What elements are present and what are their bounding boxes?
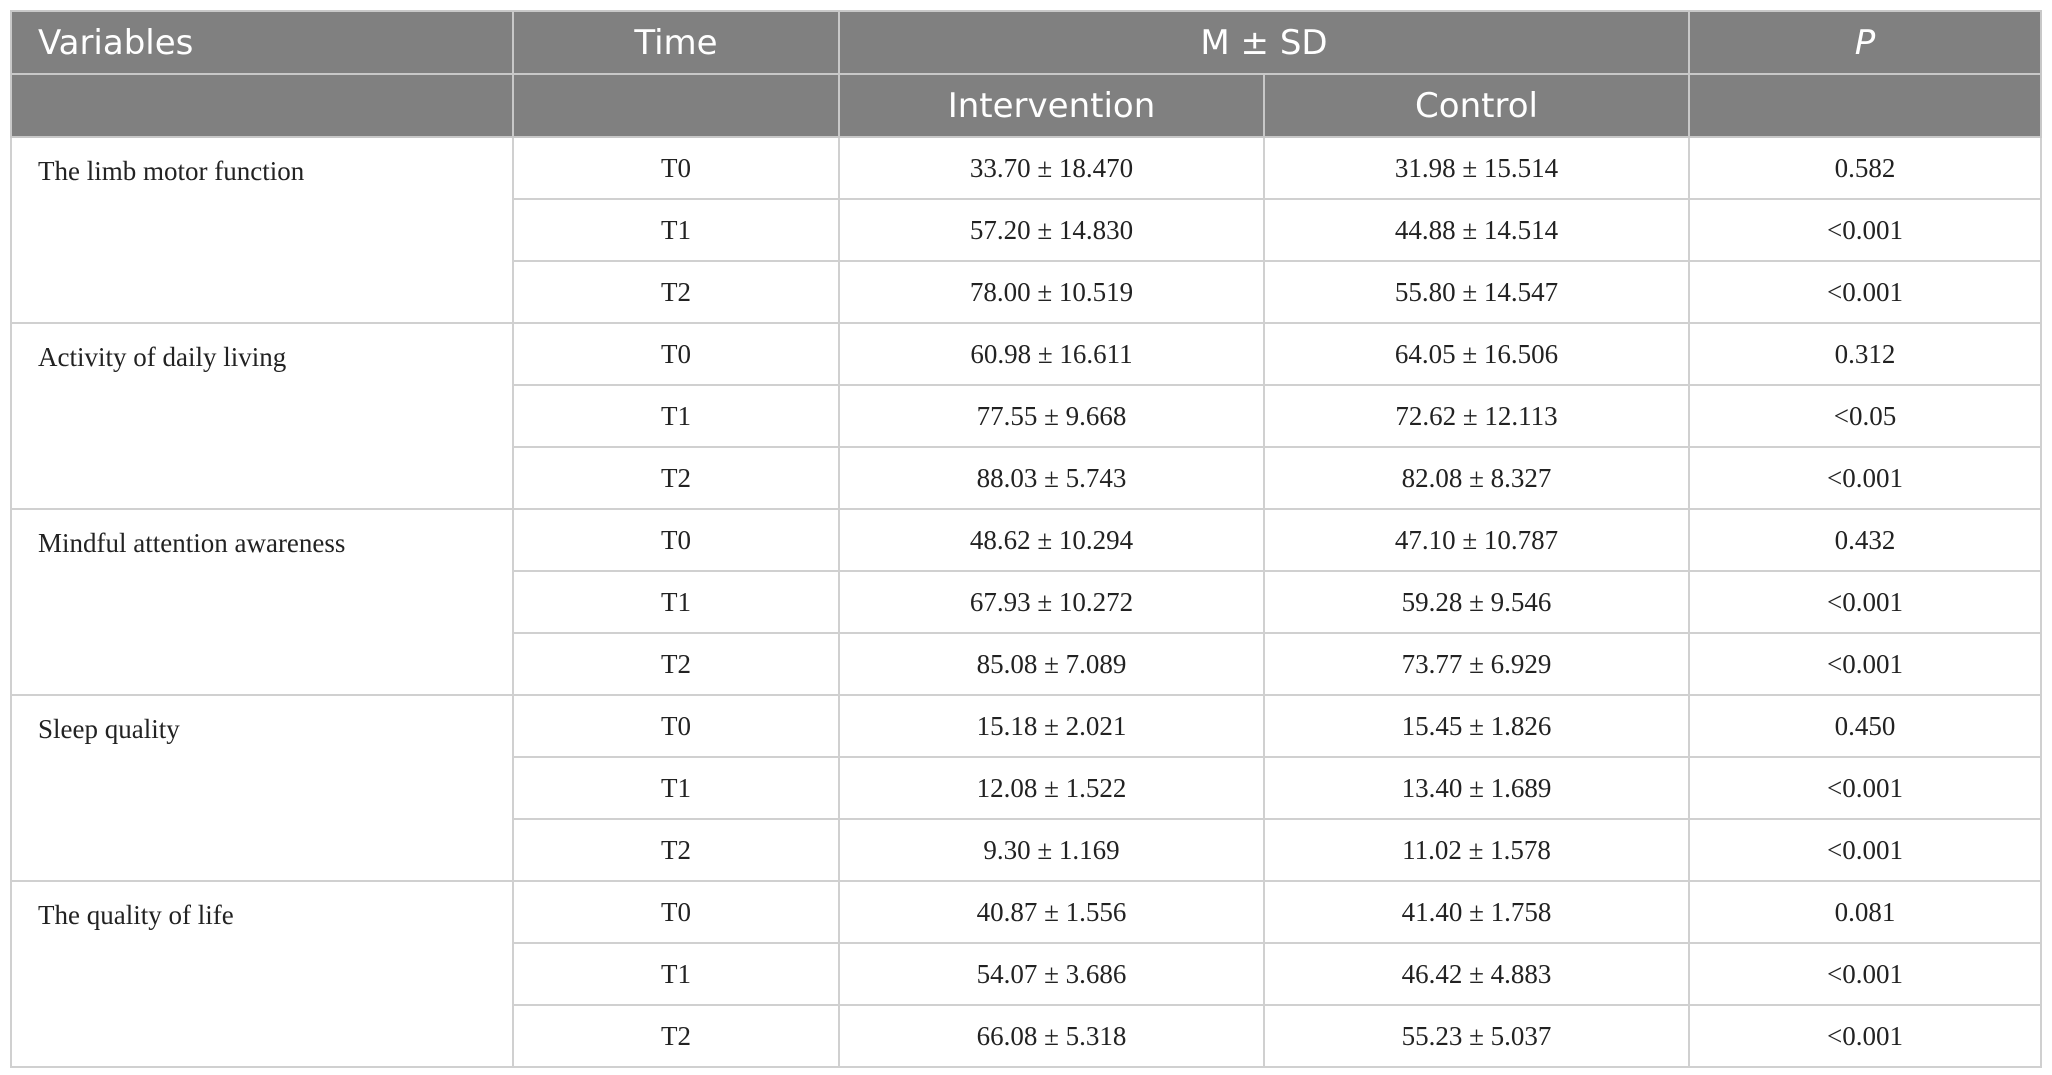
table-cell: 12.08 ± 1.522 <box>838 756 1265 820</box>
table-cell: 15.18 ± 2.021 <box>838 694 1265 758</box>
table-cell: 77.55 ± 9.668 <box>838 384 1265 448</box>
table-cell: 47.10 ± 10.787 <box>1262 508 1691 572</box>
table-cell: <0.001 <box>1688 942 2043 1006</box>
table-cell: 33.70 ± 18.470 <box>838 136 1265 200</box>
table-cell: T0 <box>512 322 840 386</box>
table-row: T2 85.08 ± 7.089 73.77 ± 6.929 <0.001 <box>11 632 2043 696</box>
table-row: T1 54.07 ± 3.686 46.42 ± 4.883 <0.001 <box>11 942 2043 1006</box>
table-cell: T2 <box>512 1004 840 1068</box>
table-cell: 54.07 ± 3.686 <box>838 942 1265 1006</box>
table-cell: 31.98 ± 15.514 <box>1262 136 1691 200</box>
table-cell: T0 <box>512 880 840 944</box>
table-cell: T2 <box>512 818 840 882</box>
header-cell: Control <box>1262 73 1691 138</box>
table-cell: 46.42 ± 4.883 <box>1262 942 1691 1006</box>
header-cell <box>1688 73 2043 138</box>
table-cell: 0.081 <box>1688 880 2043 944</box>
variable-cell: Activity of daily living <box>10 322 514 510</box>
table-cell: T1 <box>512 942 840 1006</box>
table-header: Variables Time M ± SD P Intervention Con… <box>10 10 2043 138</box>
table-row: The quality of life T0 40.87 ± 1.556 41.40 … <box>10 880 2043 1068</box>
table-cell: <0.001 <box>1688 260 2043 324</box>
table-cell: 82.08 ± 8.327 <box>1262 446 1691 510</box>
table-cell: 73.77 ± 6.929 <box>1262 632 1691 696</box>
table-row: Sleep quality T0 15.18 ± 2.021 15.45 ± 1.82… <box>10 694 2043 882</box>
table-cell: T1 <box>512 756 840 820</box>
table-cell: 72.62 ± 12.113 <box>1262 384 1691 448</box>
table-row: T2 66.08 ± 5.318 55.23 ± 5.037 <0.001 <box>11 1004 2043 1068</box>
table-cell: 48.62 ± 10.294 <box>838 508 1265 572</box>
table-cell: 13.40 ± 1.689 <box>1262 756 1691 820</box>
table-cell: 59.28 ± 9.546 <box>1262 570 1691 634</box>
table-cell: 57.20 ± 14.830 <box>838 198 1265 262</box>
table-cell: <0.001 <box>1688 446 2043 510</box>
table-cell: T2 <box>512 632 840 696</box>
variable-cell: Sleep quality <box>10 694 514 882</box>
variable-cell: The limb motor function <box>10 136 514 324</box>
table-cell: 0.312 <box>1688 322 2043 386</box>
header-cell <box>512 73 840 138</box>
table-cell: <0.001 <box>1688 756 2043 820</box>
table-cell: T0 <box>512 136 840 200</box>
table-cell: 64.05 ± 16.506 <box>1262 322 1691 386</box>
table-cell: <0.001 <box>1688 818 2043 882</box>
table-row: T2 9.30 ± 1.169 11.02 ± 1.578 <0.001 <box>11 818 2043 882</box>
table-cell: <0.001 <box>1688 632 2043 696</box>
table-cell: 78.00 ± 10.519 <box>838 260 1265 324</box>
table-cell: 55.23 ± 5.037 <box>1262 1004 1691 1068</box>
variable-cell: Mindful attention awareness <box>10 508 514 696</box>
header-cell: Variables <box>10 10 514 75</box>
subheader-row: Intervention Control <box>10 73 2043 138</box>
table-cell: T1 <box>512 570 840 634</box>
table-body: The limb motor function T0 33.70 ± 18.470 3… <box>10 136 2043 1068</box>
table-cell: 55.80 ± 14.547 <box>1262 260 1691 324</box>
variable-cell: The quality of life <box>10 880 514 1068</box>
table-row: T2 78.00 ± 10.519 55.80 ± 14.547 <0.001 <box>11 260 2043 324</box>
table-cell: 15.45 ± 1.826 <box>1262 694 1691 758</box>
table-row: T1 57.20 ± 14.830 44.88 ± 14.514 <0.001 <box>11 198 2043 262</box>
table-cell: 40.87 ± 1.556 <box>838 880 1265 944</box>
table-cell: 9.30 ± 1.169 <box>838 818 1265 882</box>
table-row: The limb motor function T0 33.70 ± 18.470 3… <box>10 136 2043 324</box>
table-row: T2 88.03 ± 5.743 82.08 ± 8.327 <0.001 <box>11 446 2043 510</box>
header-cell: Time <box>512 10 840 75</box>
table-cell: 0.432 <box>1688 508 2043 572</box>
table-cell: <0.05 <box>1688 384 2043 448</box>
table-cell: 11.02 ± 1.578 <box>1262 818 1691 882</box>
table-row: Mindful attention awareness T0 48.62 ± 10.… <box>10 508 2043 696</box>
table-cell: T2 <box>512 260 840 324</box>
table-cell: 41.40 ± 1.758 <box>1262 880 1691 944</box>
table-cell: T1 <box>512 384 840 448</box>
table-cell: 0.450 <box>1688 694 2043 758</box>
table-cell: <0.001 <box>1688 198 2043 262</box>
table-cell: <0.001 <box>1688 570 2043 634</box>
table-cell: 85.08 ± 7.089 <box>838 632 1265 696</box>
results-table: Variables Time M ± SD P Intervention Con… <box>10 10 2043 1068</box>
table-cell: T0 <box>512 694 840 758</box>
header-cell: P <box>1688 10 2043 75</box>
header-cell <box>10 73 514 138</box>
table-cell: T2 <box>512 446 840 510</box>
table-cell: <0.001 <box>1688 1004 2043 1068</box>
header-row: Variables Time M ± SD P <box>10 10 2043 75</box>
table-cell: 44.88 ± 14.514 <box>1262 198 1691 262</box>
table-row: T1 12.08 ± 1.522 13.40 ± 1.689 <0.001 <box>11 756 2043 820</box>
table-cell: T0 <box>512 508 840 572</box>
table-cell: 66.08 ± 5.318 <box>838 1004 1265 1068</box>
table-cell: 67.93 ± 10.272 <box>838 570 1265 634</box>
table-cell: 60.98 ± 16.611 <box>838 322 1265 386</box>
table-row: T1 77.55 ± 9.668 72.62 ± 12.113 <0.05 <box>11 384 2043 448</box>
table-row: T1 67.93 ± 10.272 59.28 ± 9.546 <0.001 <box>11 570 2043 634</box>
table-cell: 0.582 <box>1688 136 2043 200</box>
table-cell: 88.03 ± 5.743 <box>838 446 1265 510</box>
header-cell: Intervention <box>838 73 1265 138</box>
table-cell: T1 <box>512 198 840 262</box>
table-row: Activity of daily living T0 60.98 ± 16.611… <box>10 322 2043 510</box>
header-cell: M ± SD <box>837 10 1691 75</box>
